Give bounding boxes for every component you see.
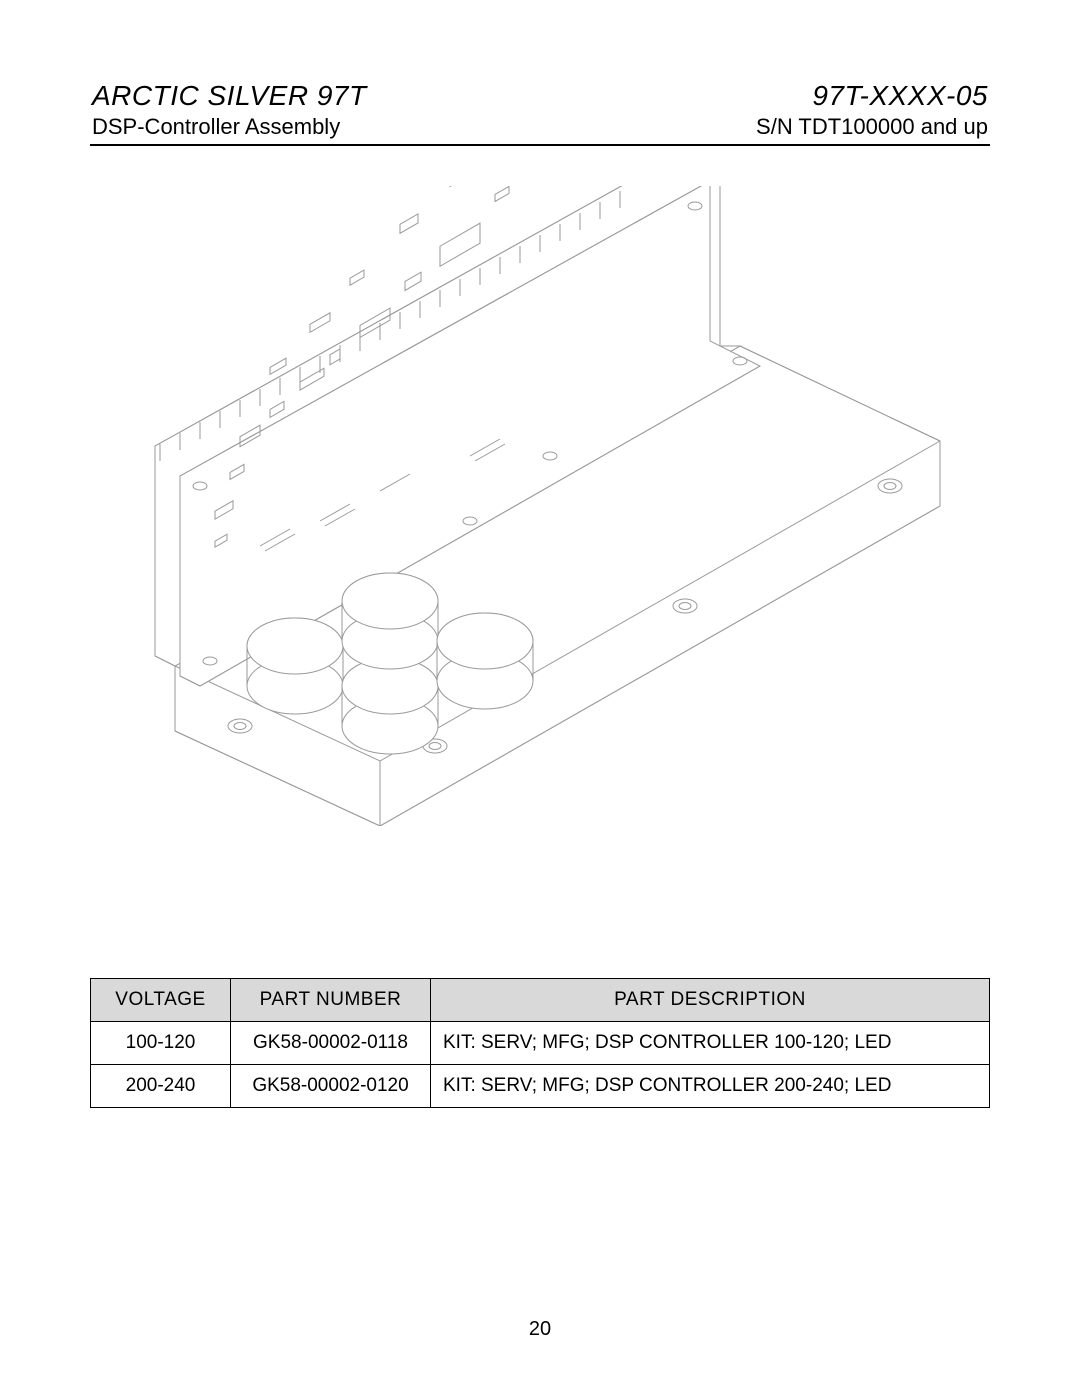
table-header-row: VOLTAGE PART NUMBER PART DESCRIPTION: [91, 979, 990, 1022]
header-subtitle-row: DSP-Controller Assembly S/N TDT100000 an…: [90, 114, 990, 146]
page-header: ARCTIC SILVER 97T 97T-XXXX-05 DSP-Contro…: [90, 80, 990, 146]
page-number: 20: [0, 1318, 1080, 1341]
product-title: ARCTIC SILVER 97T: [92, 80, 367, 112]
diagram-container: [90, 186, 990, 826]
model-code: 97T-XXXX-05: [812, 80, 988, 112]
document-page: ARCTIC SILVER 97T 97T-XXXX-05 DSP-Contro…: [0, 0, 1080, 1397]
cell-voltage: 200-240: [91, 1065, 231, 1108]
col-voltage: VOLTAGE: [91, 979, 231, 1022]
cell-description: KIT: SERV; MFG; DSP CONTROLLER 200-240; …: [431, 1065, 990, 1108]
serial-range: S/N TDT100000 and up: [756, 114, 988, 140]
cell-part-number: GK58-00002-0120: [231, 1065, 431, 1108]
cell-voltage: 100-120: [91, 1022, 231, 1065]
table-row: 200-240 GK58-00002-0120 KIT: SERV; MFG; …: [91, 1065, 990, 1108]
col-part-number: PART NUMBER: [231, 979, 431, 1022]
table-row: 100-120 GK58-00002-0118 KIT: SERV; MFG; …: [91, 1022, 990, 1065]
cell-part-number: GK58-00002-0118: [231, 1022, 431, 1065]
parts-table: VOLTAGE PART NUMBER PART DESCRIPTION 100…: [90, 978, 990, 1108]
col-description: PART DESCRIPTION: [431, 979, 990, 1022]
cell-description: KIT: SERV; MFG; DSP CONTROLLER 100-120; …: [431, 1022, 990, 1065]
pcb-isometric-diagram: [120, 186, 960, 826]
header-title-row: ARCTIC SILVER 97T 97T-XXXX-05: [90, 80, 990, 114]
assembly-name: DSP-Controller Assembly: [92, 114, 340, 140]
